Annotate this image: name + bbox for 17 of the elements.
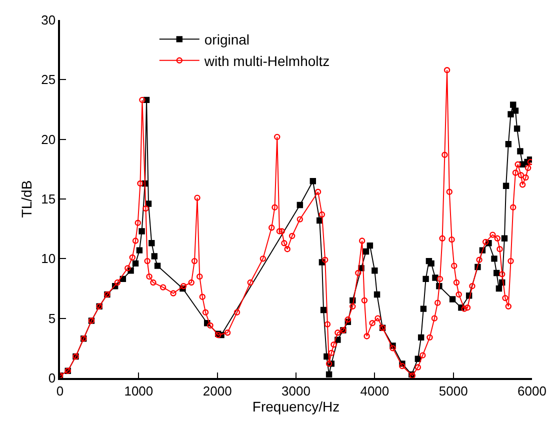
- x-tick-label: 2000: [202, 383, 232, 398]
- x-tick-label: 6000: [518, 383, 546, 398]
- legend-label: original: [204, 32, 250, 48]
- y-tick-label: 15: [41, 192, 56, 207]
- legend-label: with multi-Helmholtz: [203, 52, 330, 69]
- x-tick-label: 1000: [124, 383, 154, 398]
- x-tick-label: 4000: [360, 383, 390, 398]
- x-axis-title: Frequency/Hz: [252, 398, 340, 414]
- y-tick-label: 20: [41, 132, 56, 147]
- y-axis-title: TL/dB: [18, 180, 34, 218]
- y-tick-label: 5: [48, 310, 56, 326]
- y-tick-label: 0: [48, 370, 56, 386]
- x-tick-label: 5000: [438, 383, 468, 398]
- y-tick-label: 10: [41, 251, 56, 266]
- y-tick-label: 30: [41, 12, 56, 28]
- y-tick-label: 25: [41, 72, 56, 88]
- x-tick-label: 3000: [282, 383, 310, 398]
